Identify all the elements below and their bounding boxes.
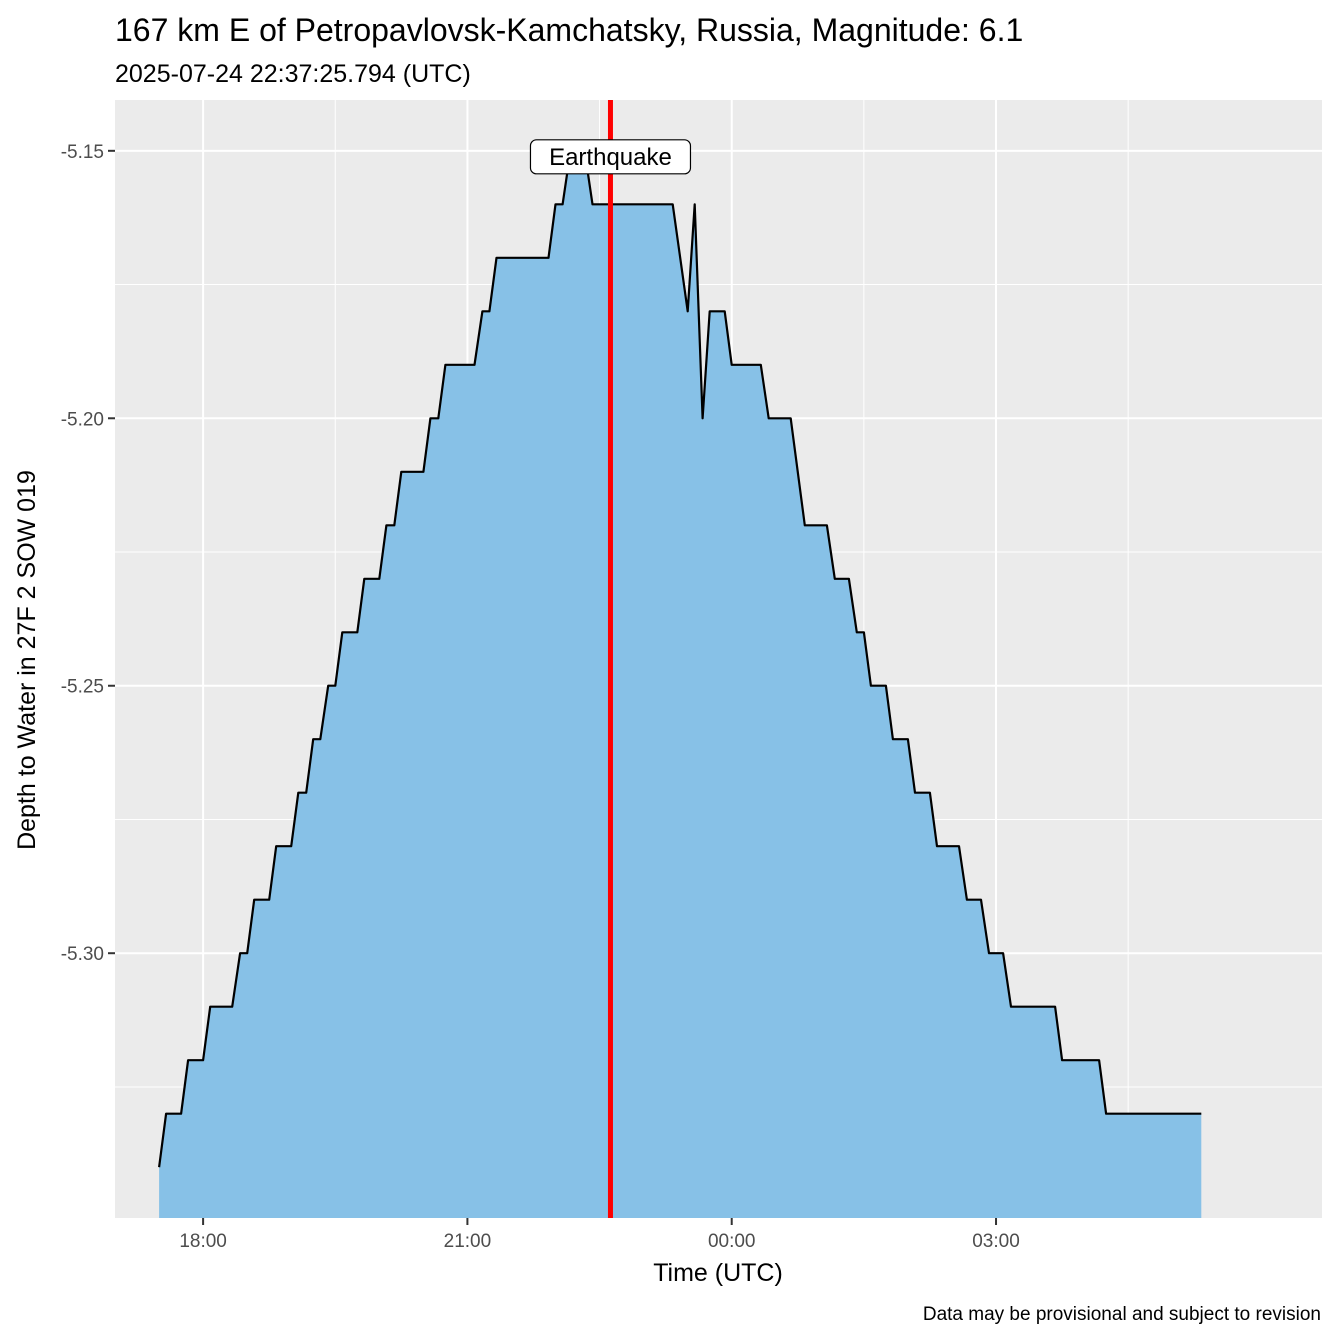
y-axis: -5.15 -5.20 -5.25 -5.30 (61, 142, 115, 965)
earthquake-label-box (529, 139, 692, 175)
chart-subtitle: 2025-07-24 22:37:25.794 (UTC) (115, 60, 471, 88)
y-tick-label: -5.25 (61, 677, 104, 698)
depth-area (159, 150, 1202, 1218)
depth-line (158, 149, 1202, 1168)
earthquake-label: Earthquake (549, 144, 672, 171)
x-axis: 18:00 21:00 00:00 03:00 (179, 1218, 1020, 1252)
chart-title: 167 km E of Petropavlovsk-Kamchatsky, Ru… (115, 12, 1023, 48)
x-tick-label: 18:00 (179, 1231, 227, 1252)
x-axis-title: Time (UTC) (653, 1259, 783, 1287)
x-tick-label: 00:00 (708, 1231, 756, 1252)
y-tick-label: -5.15 (61, 142, 104, 163)
provisional-caption: Data may be provisional and subject to r… (923, 1304, 1321, 1325)
x-tick-label: 03:00 (972, 1231, 1020, 1252)
y-tick-label: -5.30 (61, 944, 104, 965)
y-axis-title: Depth to Water in 27F 2 SOW 019 (13, 470, 41, 850)
earthquake-annotation: Earthquake (529, 139, 692, 175)
x-tick-label: 21:00 (444, 1231, 492, 1252)
y-tick-label: -5.20 (61, 409, 104, 430)
